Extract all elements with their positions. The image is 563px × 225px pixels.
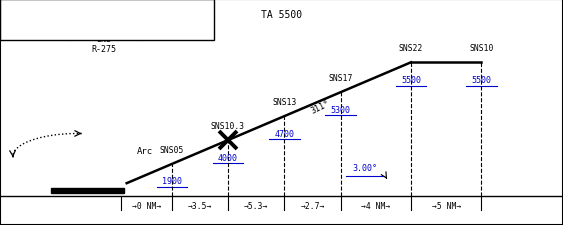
Text: Arc: Arc: [137, 146, 153, 155]
Text: 4000: 4000: [218, 153, 238, 162]
Text: SNS22: SNS22: [399, 44, 423, 53]
Text: →3.5→: →3.5→: [187, 201, 212, 210]
Text: I: I: [31, 21, 40, 36]
Text: 3000: 3000: [93, 10, 115, 19]
FancyBboxPatch shape: [0, 0, 214, 40]
Text: →4 NM→: →4 NM→: [361, 201, 391, 210]
Text: 800: 800: [28, 10, 43, 19]
Text: →2.7→: →2.7→: [300, 201, 325, 210]
Text: SNS10: SNS10: [469, 44, 494, 53]
Text: TA 5500: TA 5500: [261, 10, 302, 20]
Text: 5300: 5300: [330, 105, 351, 114]
Text: 4700: 4700: [274, 129, 294, 138]
Bar: [51, 188, 124, 194]
Text: MARNA
INT: MARNA INT: [164, 7, 191, 27]
Text: 3.00°: 3.00°: [352, 163, 377, 172]
Text: SNS13: SNS13: [272, 97, 297, 106]
Text: 5500: 5500: [471, 75, 491, 84]
Text: SNS10.3: SNS10.3: [211, 121, 245, 130]
Text: SNS17: SNS17: [328, 74, 353, 83]
Text: 5500: 5500: [401, 75, 421, 84]
Text: SNS
R-275: SNS R-275: [92, 35, 117, 54]
Text: →0 NM→: →0 NM→: [132, 201, 161, 210]
Text: →5.3→: →5.3→: [244, 201, 269, 210]
Text: 311°: 311°: [309, 99, 330, 115]
Text: 1900: 1900: [162, 177, 182, 186]
Text: →5 NM→: →5 NM→: [432, 201, 461, 210]
Text: SNS05: SNS05: [159, 145, 184, 154]
